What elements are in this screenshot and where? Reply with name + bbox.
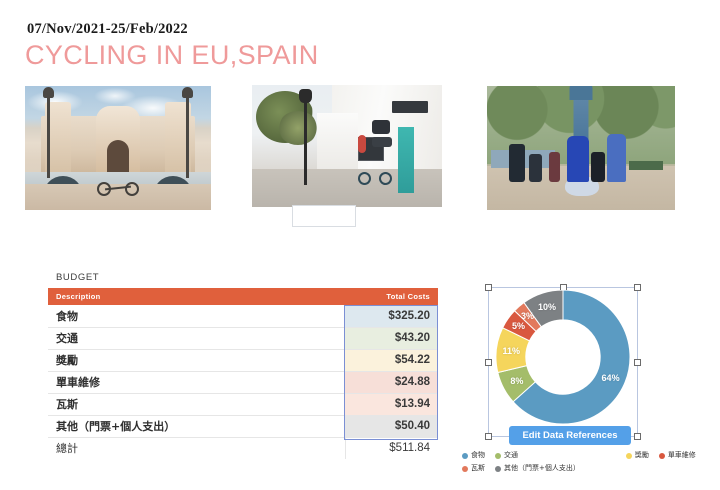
legend-label: 食物 [471,451,485,459]
legend-item-bike-maintenance[interactable]: 單車維修 [658,450,696,461]
legend-item-gas[interactable]: 瓦斯 [462,463,485,474]
donut-slice[interactable] [512,289,631,425]
table-row[interactable]: 其他（門票+個人支出） $50.40 [48,415,438,438]
donut-slice[interactable] [523,289,564,328]
photo-person-2 [529,154,542,182]
row-cost[interactable]: $24.88 [345,371,438,394]
donut-slice-label: 11% [502,346,520,357]
budget-table[interactable]: Description Total Costs 食物 $325.20 交通 $4… [48,288,438,459]
table-header-row: Description Total Costs [48,288,438,305]
legend-swatch-icon [494,452,501,459]
legend-swatch-icon [462,452,468,459]
photo-lamppost-right [182,87,193,178]
legend-label: 其他（門票+個人支出） [503,464,580,472]
legend-item-other[interactable]: 其他（門票+個人支出） [494,463,580,474]
photo-caption-box [292,205,356,227]
table-row[interactable]: 獎勵 $54.22 [48,349,438,372]
legend-label: 單車維修 [667,451,696,459]
legend-label: 交通 [503,451,518,459]
donut-svg [495,289,631,425]
legend-item-transport[interactable]: 交通 [494,450,518,461]
resize-handle-middle-left[interactable] [485,358,492,366]
table-row[interactable]: 交通 $43.20 [48,327,438,350]
photo-hanging-shirt-2 [372,137,392,147]
photo-street-lamp [299,89,312,185]
resize-handle-bottom-left[interactable] [485,433,492,440]
row-description: 交通 [48,327,345,350]
photo-hanging-shirt [372,120,390,134]
photo-teal-garment [398,127,414,193]
date-range: 07/Nov/2021-25/Feb/2022 [27,21,188,37]
photo-person-5 [591,152,605,182]
photo-flamenco-dancers-park[interactable] [487,86,675,210]
page-title: CYCLING IN EU,SPAIN [25,40,319,70]
resize-handle-top-left[interactable] [485,284,492,291]
row-cost[interactable]: $43.20 [345,327,438,350]
photo-dancer-light-blue [607,134,626,182]
total-label: 總計 [48,437,346,459]
row-cost[interactable]: $50.40 [345,415,438,438]
row-cost[interactable]: $13.94 [345,393,438,416]
legend-swatch-icon [625,452,632,459]
donut-slice-label: 3% [521,311,535,322]
row-description: 食物 [48,305,345,328]
photo-person-3 [549,152,560,182]
legend-swatch-icon [658,452,665,459]
photo-bicycle [97,180,139,196]
legend-item-food[interactable]: 食物 [462,450,485,461]
resize-handle-top-right[interactable] [634,284,641,291]
donut-slice-label: 8% [510,376,524,387]
column-header-total-costs: Total Costs [345,288,438,305]
legend-label: 瓦斯 [471,464,485,472]
table-total-row[interactable]: 總計 $511.84 [48,437,438,459]
legend-swatch-icon [494,465,501,472]
photo-red-item [358,135,366,153]
table-row[interactable]: 瓦斯 $13.94 [48,393,438,416]
photo-bench [629,161,663,170]
photo-shop-sign [392,101,428,113]
donut-slice-label: 64% [601,373,620,384]
chart-legend: 食物 交通 獎勵 單車維修 瓦斯 其他（門票+個人支出） [462,450,702,474]
table-row[interactable]: 食物 $325.20 [48,305,438,328]
legend-swatch-icon [462,465,468,472]
row-cost[interactable]: $325.20 [345,305,438,328]
legend-label: 獎勵 [634,451,649,459]
row-description: 獎勵 [48,349,345,372]
photo-dancer-blue [567,136,589,182]
photo-lamppost-left [43,87,54,178]
row-cost[interactable]: $54.22 [345,349,438,372]
donut-slice-label: 10% [538,302,557,313]
photo-person-1 [509,144,525,182]
row-description: 瓦斯 [48,393,345,416]
photo-plaza-de-espana-bicycle[interactable] [25,86,211,210]
donut-slice-label: 5% [512,321,526,332]
photo-central-arch [107,140,129,176]
row-description: 單車維修 [48,371,345,394]
photo-bicycle [358,171,392,185]
photo-white-village-street-bicycle[interactable] [252,85,442,207]
resize-handle-middle-right[interactable] [634,358,641,366]
total-cost[interactable]: $511.84 [389,442,430,455]
edit-data-references-button[interactable]: Edit Data References [509,426,631,445]
legend-item-reward[interactable]: 獎勵 [625,450,649,461]
row-description: 其他（門票+個人支出） [48,415,345,438]
table-row[interactable]: 單車維修 $24.88 [48,371,438,394]
budget-donut-chart[interactable]: 64% 8% 11% 5% 3% 10% [495,289,631,425]
column-header-description: Description [48,288,345,305]
photo-tree-secondary [278,111,318,145]
resize-handle-bottom-right[interactable] [634,433,641,440]
budget-section-label: BUDGET [56,272,100,283]
